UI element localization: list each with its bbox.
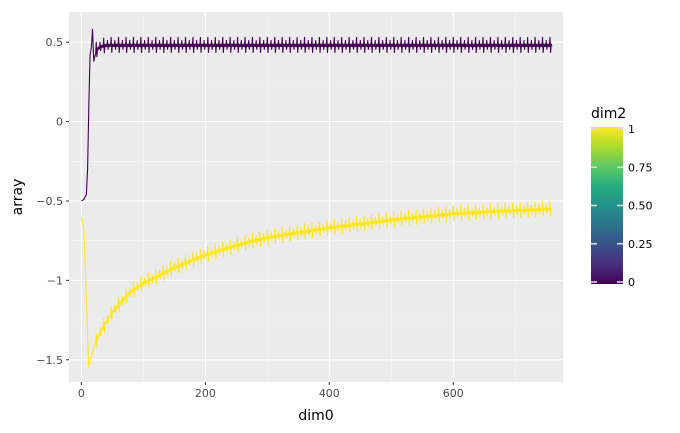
legend-ticks: 1 0.75 0.50 0.25 0 bbox=[591, 123, 653, 289]
y-tick-label: −0.5 bbox=[36, 195, 63, 208]
legend-tick-label: 0.75 bbox=[628, 161, 653, 174]
x-tick-label: 400 bbox=[319, 387, 340, 400]
series-layer bbox=[80, 28, 553, 369]
y-tick-label: 0 bbox=[56, 116, 63, 129]
y-axis-ticks: 0.5 0 −0.5 −1 −1.5 bbox=[36, 36, 69, 367]
legend-tick-label: 0.25 bbox=[628, 238, 653, 251]
series-line-dim2-1 bbox=[80, 200, 553, 369]
legend-tick-label: 0.50 bbox=[628, 200, 653, 213]
x-tick-label: 600 bbox=[443, 387, 464, 400]
x-axis-ticks: 0 200 400 600 bbox=[78, 382, 464, 400]
color-legend: dim2 1 0.75 0.50 0.25 0 bbox=[591, 106, 653, 289]
legend-tick-label: 0 bbox=[628, 276, 635, 289]
y-tick-label: 0.5 bbox=[46, 36, 64, 49]
series-line-dim2-0 bbox=[81, 28, 553, 202]
grid-minor bbox=[69, 12, 563, 382]
y-axis-title: array bbox=[10, 179, 26, 216]
y-tick-label: −1.5 bbox=[36, 354, 63, 367]
x-tick-label: 0 bbox=[78, 387, 85, 400]
x-tick-label: 200 bbox=[195, 387, 216, 400]
legend-title: dim2 bbox=[591, 106, 626, 122]
y-tick-label: −1 bbox=[47, 274, 63, 287]
legend-tick-label: 1 bbox=[628, 123, 635, 136]
x-axis-title: dim0 bbox=[298, 408, 333, 424]
